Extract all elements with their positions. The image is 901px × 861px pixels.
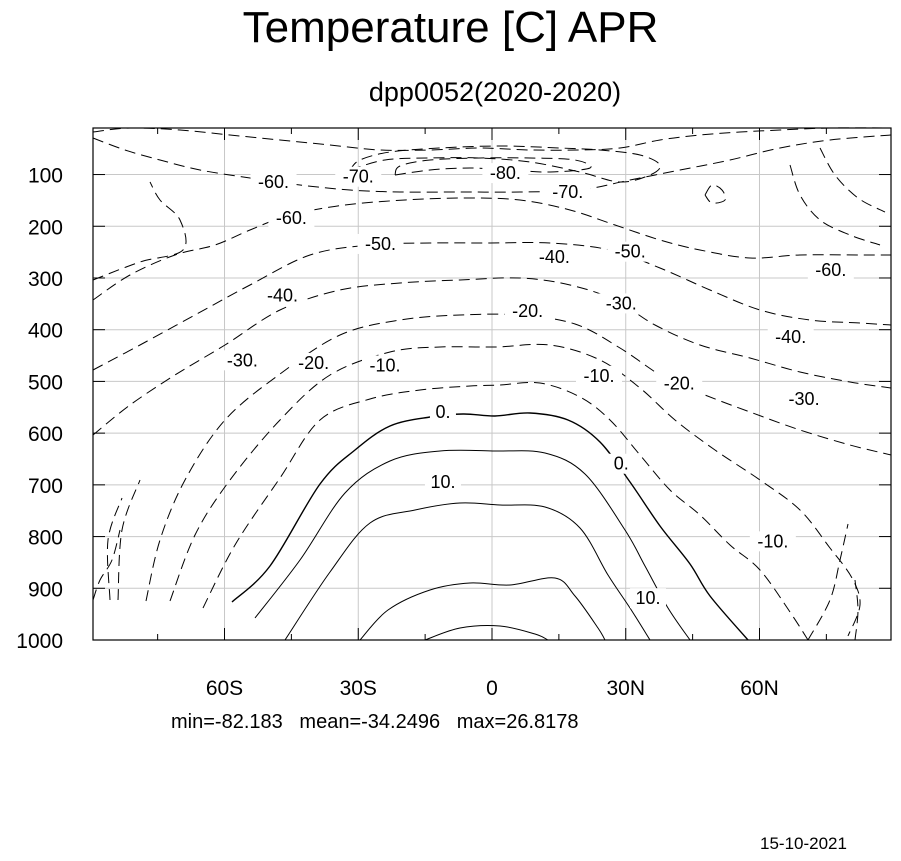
date-stamp: 15-10-2021: [760, 834, 847, 853]
contour-line: [92, 529, 121, 601]
contour-label-bg: [424, 471, 461, 492]
contour-line: [284, 502, 651, 641]
contour-label: 10.: [430, 472, 455, 492]
contour-line: [117, 479, 141, 601]
contour-label: -80.: [490, 163, 521, 183]
contour-line: [819, 147, 886, 213]
contour-label-bg: [504, 301, 551, 322]
contour-label: -70.: [552, 182, 583, 202]
contour-label-bg: [357, 233, 404, 254]
contour-line: [92, 127, 892, 151]
axes: 60S 30S 0 30N 60N 100 200 300 400 500 600 700 800 900…: [16, 128, 891, 700]
contour-label: -60.: [815, 260, 846, 280]
y-tick-label: 100: [28, 165, 63, 188]
contour-label: 10.: [636, 588, 661, 608]
contour-label: 0.: [435, 402, 450, 422]
contour-label: -20.: [664, 374, 695, 394]
x-tick-label: 0: [486, 677, 498, 700]
contour-label: -60.: [276, 208, 307, 228]
contour-label-bg: [290, 352, 337, 373]
contour-label-bg: [781, 389, 828, 410]
contour-label-bg: [807, 259, 854, 280]
contour-line: [92, 181, 187, 281]
y-tick-label: 900: [28, 578, 63, 601]
contour-label: -30.: [606, 293, 637, 313]
chart-subtitle: dpp0052(2020-2020): [368, 77, 622, 107]
contour-label-bg: [268, 208, 315, 229]
y-tick-label: 700: [28, 475, 63, 498]
contour-line: [92, 197, 891, 301]
contour-label: -30.: [227, 350, 258, 370]
contour-line: [169, 343, 861, 637]
contour-label-bg: [607, 241, 654, 262]
y-tick-label: 600: [28, 423, 63, 446]
contour-label-bg: [749, 531, 796, 552]
contour-label-bg: [250, 171, 297, 192]
contour-line: [789, 164, 881, 246]
y-tick-label: 1000: [16, 630, 63, 653]
x-tick-label: 30N: [606, 677, 645, 700]
x-tick-label: 60N: [740, 677, 779, 700]
contour-line: [704, 184, 727, 204]
contour-label-bg: [362, 355, 409, 376]
contour-label: -10.: [369, 355, 400, 375]
contour-label-bg: [575, 365, 622, 386]
contour-label-bg: [482, 163, 529, 184]
contour-line: [394, 157, 592, 176]
y-tick-label: 300: [28, 268, 63, 291]
contour-line: [231, 412, 749, 641]
contour-line: [424, 625, 549, 641]
y-tick-label: 800: [28, 527, 63, 550]
contour-label: -50.: [615, 242, 646, 262]
contour-label: -70.: [343, 167, 374, 187]
y-tick-label: 500: [28, 371, 63, 394]
contour-label: -10.: [757, 531, 788, 551]
contour-label-bg: [767, 327, 814, 348]
contour-line: [92, 277, 892, 436]
contour-label: -10.: [583, 366, 614, 386]
contour-label-bg: [335, 166, 382, 187]
x-tick-label: 30S: [340, 677, 377, 700]
contour-line: [807, 523, 849, 641]
contour-line: [359, 577, 606, 641]
contour-label: -30.: [789, 389, 820, 409]
contour-label: -20.: [512, 301, 543, 321]
grid-lines: [93, 128, 891, 641]
contour-label: -60.: [258, 172, 289, 192]
contour-label: -40.: [775, 327, 806, 347]
contour-line: [106, 497, 123, 601]
contour-label-bg: [598, 293, 645, 314]
contour-label-bg: [531, 246, 578, 267]
contour-label-bg: [259, 285, 306, 306]
contour-label: 0.: [614, 454, 629, 474]
contour-label: -50.: [365, 234, 396, 254]
contour-label: -40.: [539, 247, 570, 267]
contour-label-bg: [219, 350, 266, 371]
x-tick-label: 60S: [206, 677, 243, 700]
contour-line: [202, 381, 809, 641]
contour-line: [854, 579, 859, 641]
y-tick-label: 200: [28, 216, 63, 239]
contour-line: [254, 449, 691, 641]
contour-line: [92, 241, 892, 371]
contour-label-bg: [608, 453, 635, 474]
y-tick-label: 400: [28, 320, 63, 343]
contour-label: -40.: [267, 286, 298, 306]
stats-text: min=-82.183 mean=-34.2496 max=26.8178: [171, 711, 579, 733]
contour-label-bg: [656, 373, 703, 394]
contour-labels: -60. -70. -80. -70. -60. -50. -40. -50. -60. -40.…: [219, 163, 854, 609]
contour-label-bg: [429, 402, 456, 423]
contour-label-bg: [544, 182, 591, 203]
contour-label-bg: [630, 588, 667, 609]
chart-title: Temperature [C] APR: [242, 3, 659, 52]
contour-label: -20.: [298, 353, 329, 373]
